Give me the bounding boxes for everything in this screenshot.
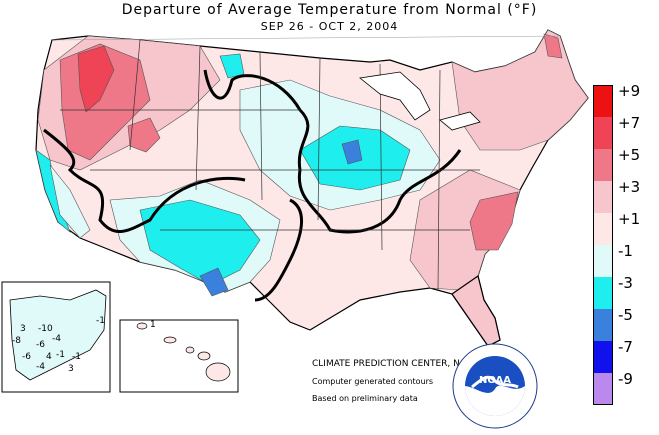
legend-row: +7 xyxy=(592,114,656,149)
legend-row: -3 xyxy=(592,274,656,309)
legend-row: -7 xyxy=(592,338,656,373)
cool-region-minus5-iowa xyxy=(341,139,363,165)
legend-label: +1 xyxy=(618,210,641,228)
legend-row: -5 xyxy=(592,306,656,341)
cool-region-minus3-southwest xyxy=(139,199,261,286)
legend-swatch xyxy=(593,149,613,181)
alaska-label: -4 xyxy=(36,362,45,372)
hawaii-label: 1 xyxy=(150,320,156,330)
legend-label: +9 xyxy=(618,82,641,100)
legend-swatch xyxy=(593,277,613,309)
hawaii-islands xyxy=(136,322,231,382)
zero-contour-west xyxy=(43,128,246,234)
warm-region-northeast xyxy=(451,29,589,151)
state-boundaries xyxy=(60,39,480,291)
legend-label: -3 xyxy=(618,274,633,292)
legend-swatch xyxy=(593,181,613,213)
legend-label: -7 xyxy=(618,338,633,356)
credit-data: Based on preliminary data xyxy=(312,394,418,403)
warm-region-plus5-idaho xyxy=(127,117,161,153)
legend-row: -1 xyxy=(592,242,656,277)
alaska-label: -6 xyxy=(22,352,31,362)
canada-border-area xyxy=(51,35,561,41)
legend-label: +7 xyxy=(618,114,641,132)
alaska-label: -1 xyxy=(56,350,65,360)
credit-contours: Computer generated contours xyxy=(312,377,434,386)
legend-row: +3 xyxy=(592,178,656,213)
alaska-label: -1 xyxy=(96,316,105,326)
alaska-label: -1 xyxy=(72,352,81,362)
great-lakes xyxy=(359,71,481,131)
noaa-logo-icon: NOAA xyxy=(452,343,538,429)
alaska-outline xyxy=(9,289,107,381)
warm-region-plus5-carolinas xyxy=(469,191,519,251)
legend-swatch xyxy=(593,309,613,341)
florida xyxy=(451,275,501,347)
credits-block: CLIMATE PREDICTION CENTER, NOAA Computer… xyxy=(312,356,479,407)
alaska-label: -4 xyxy=(52,334,61,344)
legend-label: +3 xyxy=(618,178,641,196)
legend-label: -5 xyxy=(618,306,633,324)
cool-region-north-plains xyxy=(219,53,245,79)
legend-label: -9 xyxy=(618,370,633,388)
cool-region-minus5-texas xyxy=(199,267,229,297)
legend-row: +9 xyxy=(592,82,656,117)
warm-region-plus5-maine xyxy=(543,33,563,59)
alaska-label: 4 xyxy=(46,352,52,362)
credit-center: CLIMATE PREDICTION CENTER, NOAA xyxy=(312,359,480,369)
legend-swatch xyxy=(593,373,613,405)
alaska-label: -10 xyxy=(38,324,53,334)
zero-contour-south xyxy=(254,198,304,302)
legend-swatch xyxy=(593,341,613,373)
cool-region-california xyxy=(49,164,91,239)
legend-label: -1 xyxy=(618,242,633,260)
legend-swatch xyxy=(593,85,613,117)
alaska-label: 3 xyxy=(68,364,74,374)
temperature-legend: +9 +7 +5 +3 +1 -1 -3 -5 -7 -9 xyxy=(592,82,656,405)
legend-swatch xyxy=(593,117,613,149)
legend-row: -9 xyxy=(592,370,656,405)
legend-row: +1 xyxy=(592,210,656,245)
warm-region-plus7-northwest xyxy=(77,45,115,113)
noaa-logo-text: NOAA xyxy=(479,375,511,386)
legend-row: +5 xyxy=(592,146,656,181)
legend-label: +5 xyxy=(618,146,641,164)
alaska-label: -8 xyxy=(12,336,21,346)
alaska-label: 3 xyxy=(20,324,26,334)
map-title: Departure of Average Temperature from No… xyxy=(121,2,538,18)
legend-swatch xyxy=(593,213,613,245)
legend-swatch xyxy=(593,245,613,277)
alaska-label: -6 xyxy=(36,340,45,350)
map-date-range: SEP 26 - OCT 2, 2004 xyxy=(260,20,399,33)
